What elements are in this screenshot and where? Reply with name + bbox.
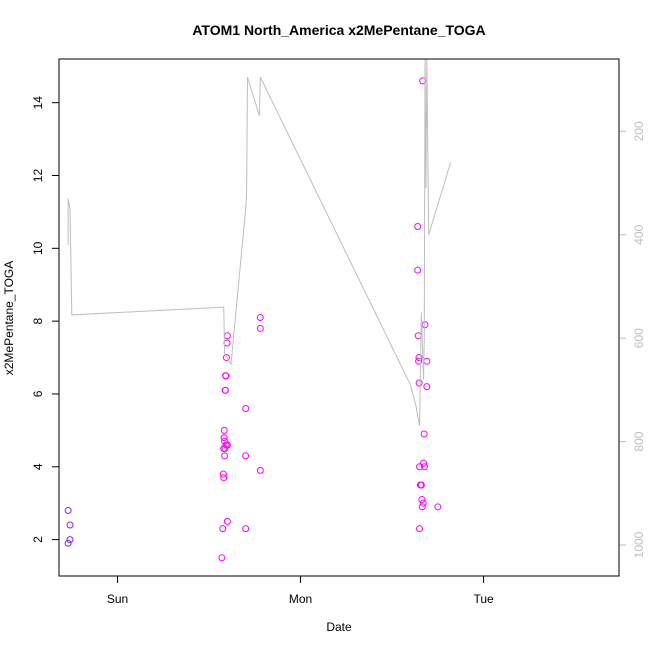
data-point [418, 503, 426, 511]
data-point [242, 525, 250, 533]
y-right-tick-label: 600 [632, 328, 646, 348]
plot-layer: 2 4 6 8 10 12 14 200 400 600 800 1000 Sun Mon Tue [31, 58, 646, 606]
data-point [242, 452, 250, 460]
plot-frame [58, 58, 620, 577]
x-tick-label: Mon [289, 592, 312, 606]
data-point [64, 539, 72, 547]
data-point [420, 430, 428, 438]
data-point [220, 434, 228, 442]
data-point [223, 441, 231, 449]
x-tick-label: Tue [473, 592, 494, 606]
data-point [220, 426, 228, 434]
y-tick-label: 2 [31, 536, 45, 543]
data-point [414, 222, 422, 230]
data-point [222, 372, 230, 380]
y-tick-label: 12 [31, 169, 45, 183]
data-point [221, 445, 229, 453]
data-point [219, 470, 227, 478]
y-right-tick-label: 800 [632, 431, 646, 451]
x-tick-label: Sun [107, 592, 128, 606]
data-point [419, 499, 427, 507]
data-point [66, 536, 74, 544]
data-point [416, 525, 424, 533]
data-point [420, 459, 428, 467]
data-point [417, 481, 425, 489]
data-point [222, 386, 230, 394]
y-right-tick-label: 1000 [632, 531, 646, 558]
x-axis-label: Date [326, 620, 352, 634]
data-point [220, 474, 228, 482]
data-point [423, 383, 431, 391]
data-point [415, 379, 423, 387]
data-point [218, 554, 226, 562]
data-point [434, 503, 442, 511]
data-point [418, 496, 426, 504]
pressure-line [67, 58, 452, 427]
y-right-tick-label: 400 [632, 224, 646, 244]
data-point [64, 506, 72, 514]
data-point [66, 521, 74, 529]
y-tick-label: 14 [31, 96, 45, 110]
y-tick-label: 8 [31, 317, 45, 324]
data-point [256, 314, 264, 321]
y-tick-label: 4 [31, 463, 45, 470]
chart-title: ATOM1 North_America x2MePentane_TOGA [192, 22, 485, 38]
y-tick-label: 10 [31, 241, 45, 255]
data-point [416, 463, 424, 471]
data-point [415, 354, 423, 362]
y-axis-label: x2MePentane_TOGA [2, 261, 16, 376]
y-right-tick-label: 200 [632, 121, 646, 141]
data-point [223, 517, 231, 525]
data-point [219, 525, 227, 533]
data-point [256, 466, 264, 474]
data-point [222, 354, 230, 362]
data-point [420, 463, 428, 471]
data-point [414, 266, 422, 274]
data-point [221, 452, 229, 460]
y-tick-label: 6 [31, 390, 45, 397]
data-point [256, 324, 264, 332]
data-point [242, 405, 250, 413]
data-point [415, 357, 423, 365]
